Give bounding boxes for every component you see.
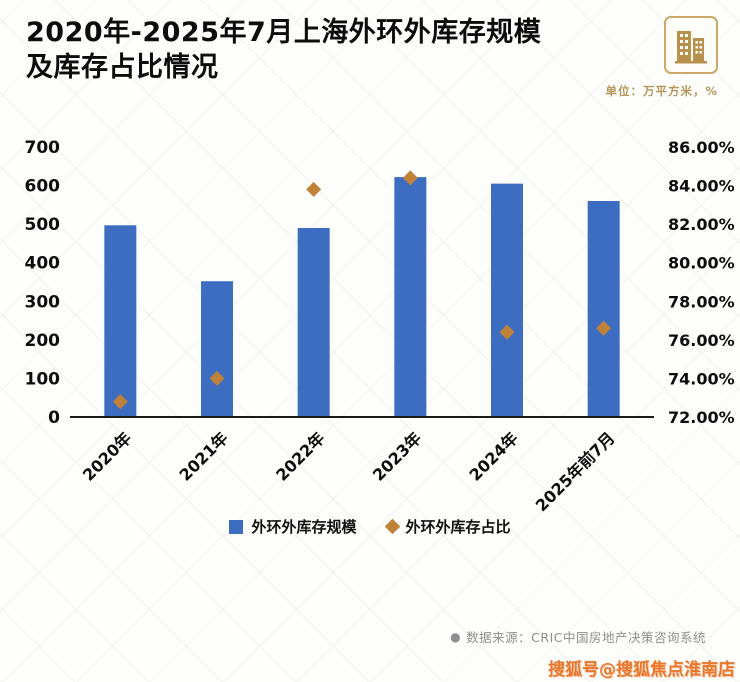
left-axis-tick-label: 500: [25, 215, 61, 235]
diamond-marker: [596, 320, 612, 336]
bar: [104, 225, 137, 417]
building-logo: [664, 16, 718, 74]
right-axis-tick-label: 74.00%: [668, 369, 735, 388]
left-axis-tick-label: 700: [25, 138, 61, 158]
right-axis-tick-label: 80.00%: [668, 254, 735, 273]
page-title: 2020年-2025年7月上海外环外库存规模 及库存占比情况: [26, 16, 541, 85]
chart-legend: 外环外库存规模 外环外库存占比: [0, 516, 740, 537]
x-axis-label: 2025年前7月: [532, 428, 619, 514]
left-axis-tick-label: 600: [25, 177, 61, 197]
source-text: 数据来源：CRIC中国房地产决策咨询系统: [466, 630, 706, 645]
title-line-1: 2020年-2025年7月上海外环外库存规模: [26, 17, 542, 48]
diamond-marker: [112, 394, 128, 410]
building-icon: [675, 31, 707, 64]
legend-square-icon: [229, 519, 244, 534]
legend-item-inventory-share: 外环外库存占比: [384, 516, 511, 537]
watermark-text: 搜狐号@搜狐焦点淮南店: [548, 660, 735, 680]
legend-diamond-icon: [384, 518, 400, 535]
bar: [491, 183, 523, 417]
diamond-marker: [402, 170, 418, 186]
left-axis-tick-label: 100: [25, 369, 61, 389]
left-axis-tick-label: 0: [48, 408, 60, 428]
bar: [201, 281, 233, 417]
x-axis-label: 2021年: [176, 428, 232, 484]
header: 2020年-2025年7月上海外环外库存规模 及库存占比情况 单位：万平: [0, 0, 740, 99]
x-axis-label: 2020年: [79, 428, 135, 484]
right-axis-tick-label: 84.00%: [668, 177, 735, 196]
left-axis-tick-label: 300: [25, 292, 61, 312]
bar: [297, 228, 330, 417]
right-axis-tick-label: 86.00%: [668, 138, 735, 157]
x-axis-label: 2024年: [466, 428, 522, 484]
left-axis-tick-label: 200: [25, 331, 61, 351]
legend-label-inventory-share: 外环外库存占比: [405, 518, 511, 536]
title-line-2: 及库存占比情况: [26, 51, 219, 83]
unit-note: 单位：万平方米，%: [605, 84, 718, 98]
diamond-marker: [499, 324, 515, 340]
right-axis-tick-label: 72.00%: [668, 408, 735, 427]
x-axis-label: 2022年: [272, 428, 328, 484]
bar: [587, 201, 620, 417]
legend-label-inventory-scale: 外环外库存规模: [251, 518, 357, 536]
chart: 700 600 500 400 300 200 100 0 86.00% 84.00% 82.00%…: [25, 138, 735, 514]
header-right: 单位：万平方米，%: [605, 16, 718, 99]
diamond-marker: [209, 370, 225, 386]
bar: [394, 177, 427, 417]
source-bullet-icon: ●: [450, 629, 462, 644]
data-source: ● 数据来源：CRIC中国房地产决策咨询系统: [450, 627, 706, 646]
right-axis-tick-label: 76.00%: [668, 331, 735, 350]
x-axis-label: 2023年: [369, 428, 425, 484]
right-axis-tick-label: 78.00%: [668, 292, 735, 311]
left-axis-tick-label: 400: [25, 254, 61, 274]
right-axis-tick-label: 82.00%: [668, 215, 735, 234]
legend-item-inventory-scale: 外环外库存规模: [229, 516, 357, 537]
diamond-marker: [306, 181, 322, 197]
